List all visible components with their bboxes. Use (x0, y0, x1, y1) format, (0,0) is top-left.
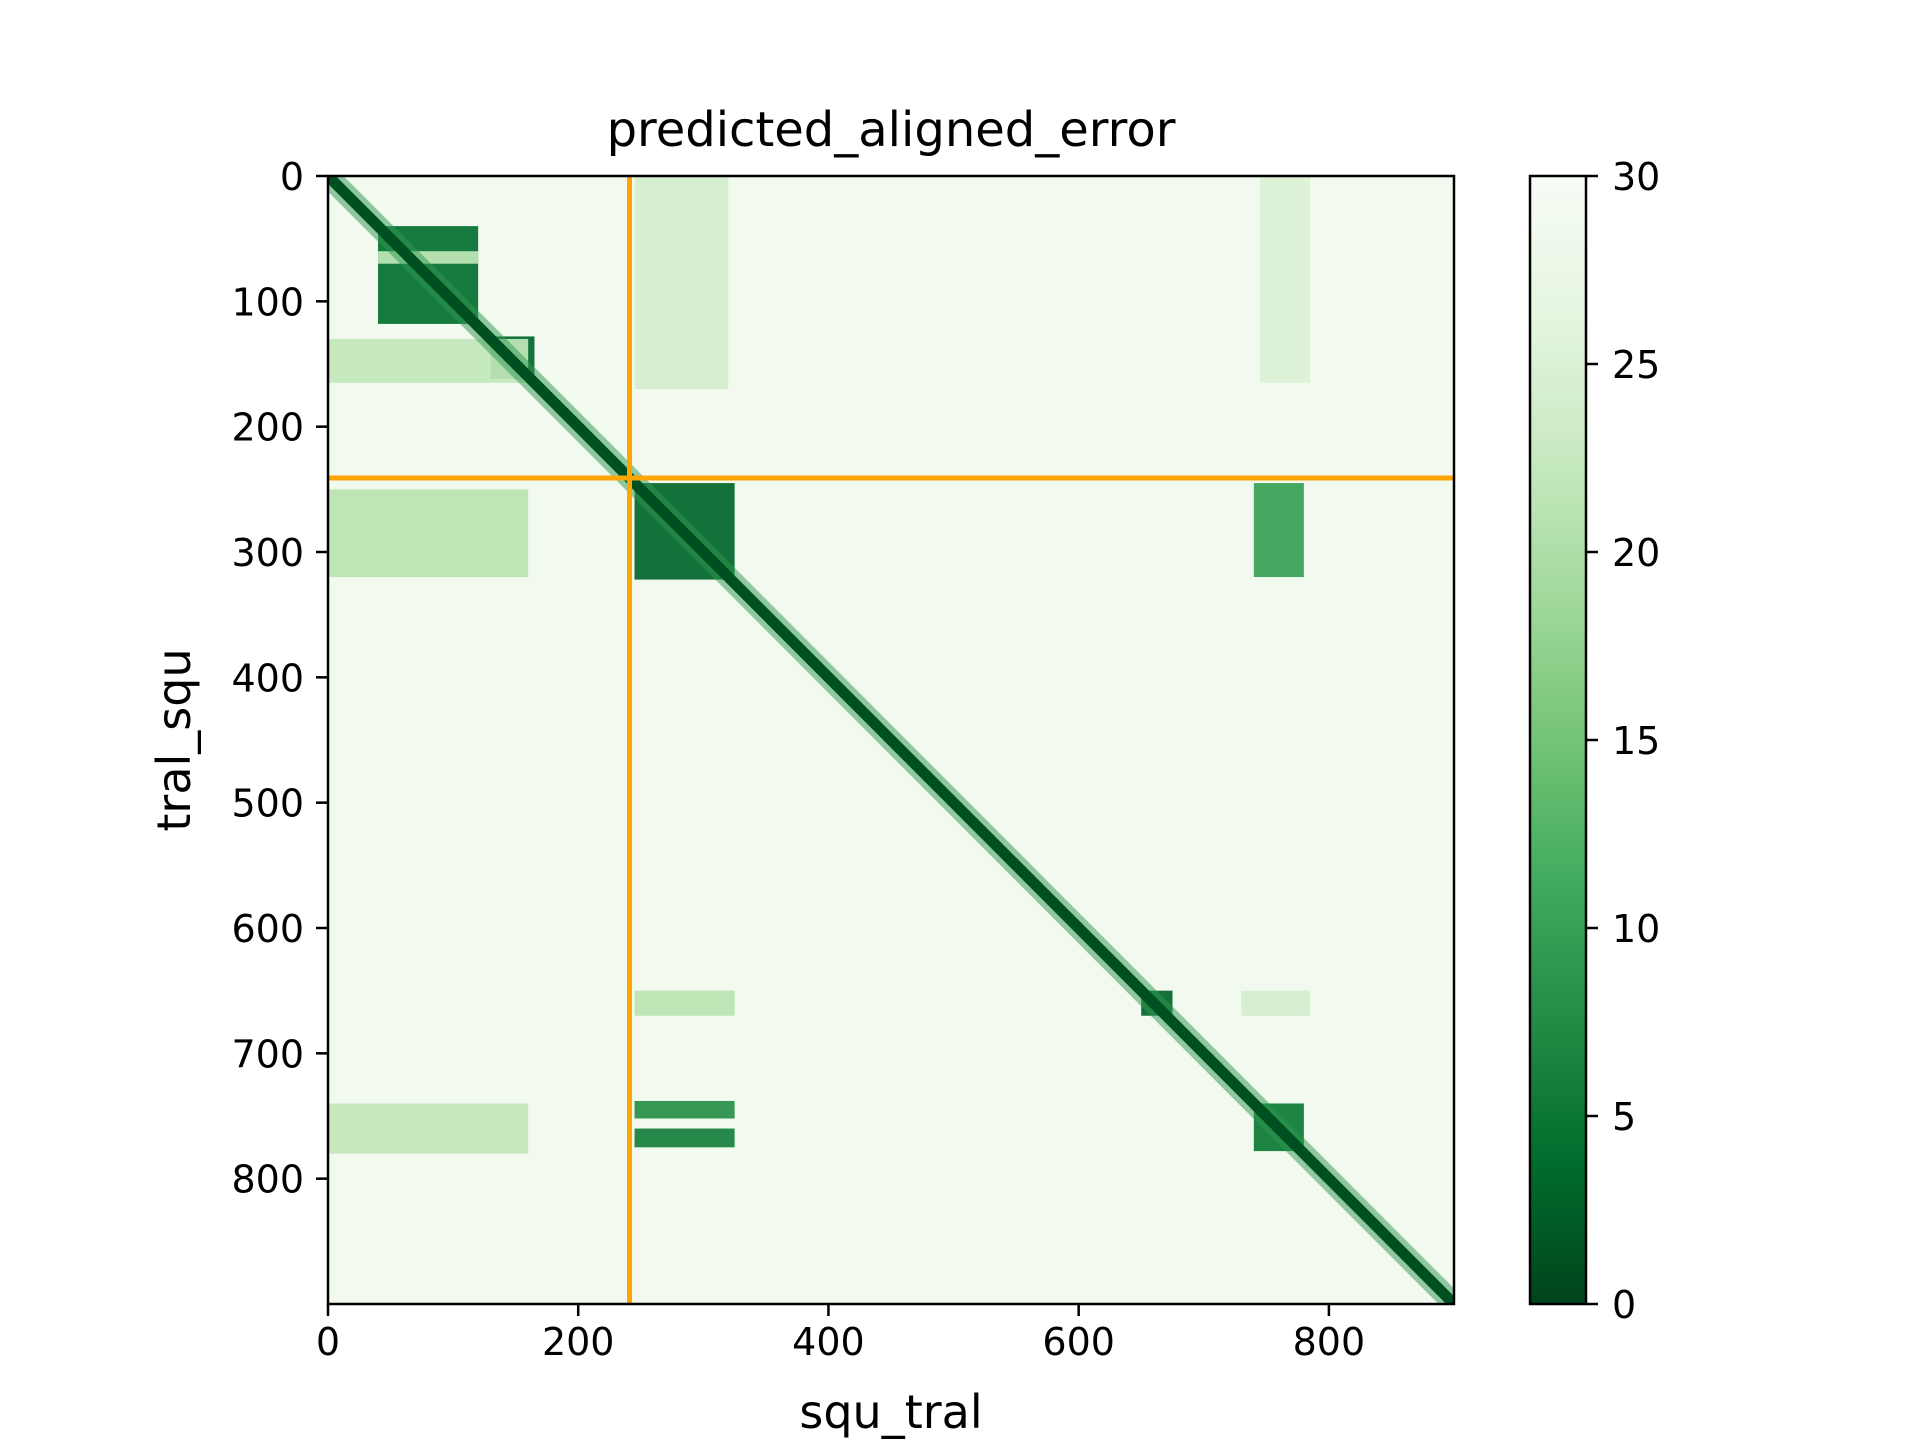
heatmap-block (1260, 176, 1311, 383)
colorbar-ticks: 0 5 10 15 20 25 30 (1586, 155, 1660, 1327)
heatmap-block (634, 1128, 735, 1148)
heatmap-block (328, 489, 529, 578)
y-tick-label: 400 (231, 656, 304, 700)
y-tick-label: 200 (231, 406, 304, 450)
heatmap-block (1253, 483, 1304, 578)
y-tick-label: 300 (231, 531, 304, 575)
y-tick-label: 0 (280, 155, 304, 199)
heatmap-diagonal (328, 176, 1454, 1304)
plot-frame (326, 174, 1456, 1306)
colorbar-tick-label: 15 (1612, 719, 1660, 763)
x-axis-label: squ_tral (799, 1385, 982, 1439)
x-tick-label: 400 (792, 1320, 865, 1364)
colorbar-tick-label: 30 (1612, 155, 1660, 199)
x-tick-label: 200 (542, 1320, 615, 1364)
colorbar (1528, 174, 1588, 1306)
heatmap-block (634, 1100, 735, 1119)
chain-boundaries (328, 176, 1454, 1304)
x-tick-label: 800 (1293, 1320, 1366, 1364)
colorbar-tick-label: 20 (1612, 531, 1660, 575)
x-tick-label: 600 (1042, 1320, 1115, 1364)
colorbar-tick-label: 25 (1612, 343, 1660, 387)
colorbar-tick-label: 10 (1612, 907, 1660, 951)
heatmap-block (1241, 990, 1311, 1016)
colorbar-tick-label: 0 (1612, 1283, 1636, 1327)
colorbar-tick-label: 5 (1612, 1095, 1636, 1139)
y-tick-label: 700 (231, 1032, 304, 1076)
chart-title: predicted_aligned_error (607, 102, 1176, 158)
heatmap-block (634, 990, 735, 1016)
heatmap-block (634, 176, 729, 390)
y-axis-label: tral_squ (147, 648, 201, 831)
y-axis-ticks: 0 100 200 300 400 500 600 700 800 (231, 155, 328, 1202)
heatmap-block (328, 1103, 529, 1154)
x-tick-label: 0 (316, 1320, 340, 1364)
y-tick-label: 100 (231, 280, 304, 324)
y-tick-label: 800 (231, 1158, 304, 1202)
y-tick-label: 500 (231, 782, 304, 826)
x-axis-ticks: 0 200 400 600 800 (316, 1304, 1365, 1364)
y-tick-label: 600 (231, 907, 304, 951)
heatmap-area (328, 176, 1454, 1304)
